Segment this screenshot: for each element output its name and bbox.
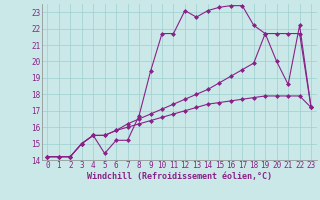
X-axis label: Windchill (Refroidissement éolien,°C): Windchill (Refroidissement éolien,°C) — [87, 172, 272, 181]
